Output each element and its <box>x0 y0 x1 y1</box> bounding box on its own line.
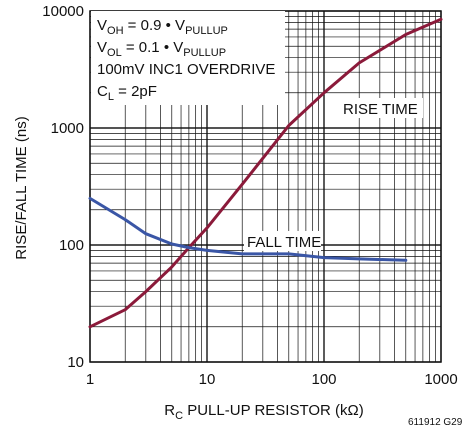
notes-box <box>91 11 285 105</box>
note-voh: VOH = 0.9 • VPULLUP <box>97 17 228 37</box>
x-tick-label: 1 <box>86 371 94 388</box>
fall-label-bg <box>244 231 321 251</box>
series-lines <box>88 17 443 329</box>
y-tick-label: 100 <box>59 237 84 254</box>
figure-code: 611912 G29 <box>408 417 463 427</box>
rise-time-label: RISE TIME <box>343 101 418 118</box>
x-tick-label: 1000 <box>424 371 457 388</box>
rise-time-line <box>88 17 443 329</box>
x-tick-label: 100 <box>311 371 336 388</box>
x-axis-label: RC PULL-UP RESISTOR (kΩ) <box>164 402 364 422</box>
note-cl: CL = 2pF <box>97 83 157 103</box>
x-tick-label: 10 <box>199 371 216 388</box>
note-vol: VOL = 0.1 • VPULLUP <box>97 39 226 59</box>
y-axis-label: RISE/FALL TIME (ns) <box>13 116 30 259</box>
y-tick-label: 1000 <box>51 120 84 137</box>
y-tick-label: 10000 <box>42 3 84 20</box>
rise-label-bg <box>340 98 423 118</box>
fall-time-line <box>88 196 408 262</box>
fall-time-label: FALL TIME <box>247 234 321 251</box>
y-tick-label: 10 <box>67 354 84 371</box>
note-overdrive: 100mV INC1 OVERDRIVE <box>97 61 275 78</box>
